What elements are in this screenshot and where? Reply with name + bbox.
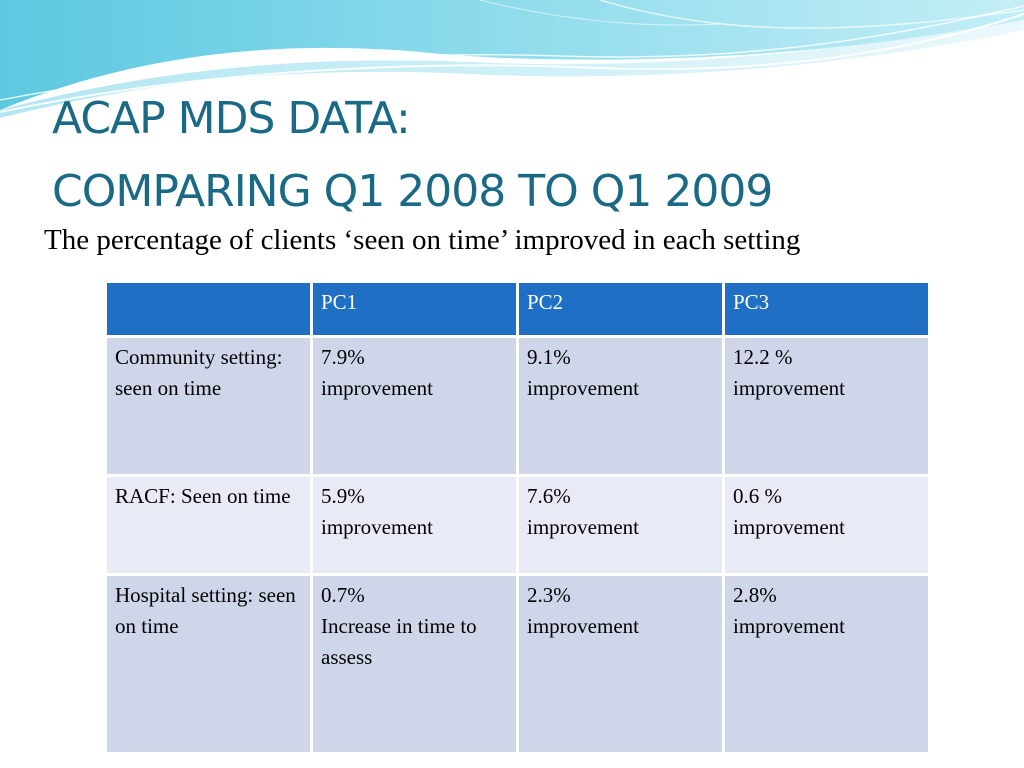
table-cell: 0.7% Increase in time to assess: [310, 573, 519, 755]
cell-note: improvement: [733, 515, 845, 539]
table-cell: 9.1% improvement: [516, 335, 725, 477]
cell-note: improvement: [527, 376, 639, 400]
cell-note: improvement: [527, 614, 639, 638]
cell-value: 5.9%: [321, 484, 365, 508]
cell-note: improvement: [321, 376, 433, 400]
table-cell: 2.3% improvement: [516, 573, 725, 755]
cell-value: 2.3%: [527, 583, 571, 607]
table-cell: 7.6% improvement: [516, 474, 725, 576]
table-header-row: PC1 PC2 PC3: [104, 280, 931, 338]
table-cell: 2.8% improvement: [722, 573, 931, 755]
cell-value: 2.8%: [733, 583, 777, 607]
table-cell: 0.6 % improvement: [722, 474, 931, 576]
header-pc1: PC1: [310, 280, 519, 338]
cell-note: improvement: [321, 515, 433, 539]
slide-subtitle: The percentage of clients ‘seen on time’…: [44, 224, 801, 256]
cell-note: improvement: [733, 614, 845, 638]
table-cell: 12.2 % improvement: [722, 335, 931, 477]
header-pc3: PC3: [722, 280, 931, 338]
slide-title: ACAP MDS DATA: COMPARING Q1 2008 TO Q1 2…: [52, 82, 992, 228]
title-line-2: COMPARING Q1 2008 TO Q1 2009: [52, 166, 773, 217]
row-label: RACF: Seen on time: [104, 474, 313, 576]
table-row: Community setting: seen on time 7.9% impr…: [104, 335, 931, 477]
title-line-1: ACAP MDS DATA:: [52, 93, 411, 144]
cell-value: 0.6 %: [733, 484, 782, 508]
row-label: Hospital setting: seen on time: [104, 573, 313, 755]
decorative-wave-banner: [0, 0, 1024, 118]
header-empty-cell: [104, 280, 313, 338]
table-row: RACF: Seen on time 5.9% improvement 7.6% i…: [104, 474, 931, 576]
header-pc2: PC2: [516, 280, 725, 338]
table-cell: 7.9% improvement: [310, 335, 519, 477]
cell-value: 12.2 %: [733, 345, 793, 369]
comparison-table: PC1 PC2 PC3 Community setting: seen on t…: [104, 280, 931, 755]
cell-value: 0.7%: [321, 583, 365, 607]
table-cell: 5.9% improvement: [310, 474, 519, 576]
cell-value: 7.9%: [321, 345, 365, 369]
row-label: Community setting: seen on time: [104, 335, 313, 477]
cell-note: improvement: [527, 515, 639, 539]
cell-value: 9.1%: [527, 345, 571, 369]
cell-value: 7.6%: [527, 484, 571, 508]
table-row: Hospital setting: seen on time 0.7% Incre…: [104, 573, 931, 755]
cell-note: improvement: [733, 376, 845, 400]
cell-note: Increase in time to assess: [321, 614, 477, 669]
